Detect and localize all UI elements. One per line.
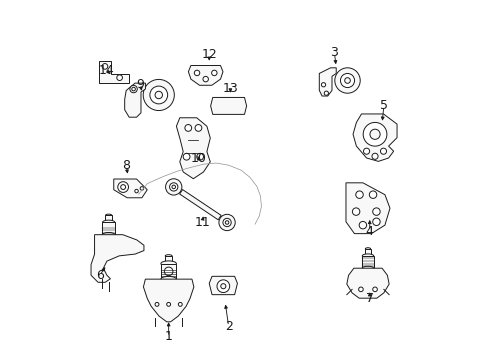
Bar: [161, 264, 176, 279]
Circle shape: [225, 221, 228, 224]
Ellipse shape: [102, 220, 115, 225]
Circle shape: [140, 186, 143, 190]
Circle shape: [135, 189, 138, 193]
Text: 12: 12: [201, 48, 217, 61]
Circle shape: [369, 129, 379, 139]
Circle shape: [368, 191, 376, 198]
Circle shape: [155, 302, 159, 306]
Circle shape: [132, 87, 135, 91]
Circle shape: [372, 218, 379, 225]
Text: 2: 2: [224, 320, 232, 333]
Circle shape: [372, 208, 379, 215]
Polygon shape: [179, 190, 221, 220]
Circle shape: [344, 78, 349, 83]
Ellipse shape: [362, 266, 373, 270]
Polygon shape: [176, 118, 210, 179]
Text: 5: 5: [379, 99, 387, 112]
Circle shape: [363, 148, 369, 154]
Circle shape: [221, 284, 225, 289]
Circle shape: [372, 287, 377, 292]
Text: 6: 6: [96, 269, 103, 282]
Circle shape: [117, 75, 122, 81]
Circle shape: [219, 214, 235, 231]
Circle shape: [155, 91, 162, 99]
Bar: [165, 256, 172, 264]
Text: 10: 10: [190, 152, 206, 165]
Circle shape: [164, 267, 173, 276]
Circle shape: [178, 302, 182, 306]
Bar: [102, 222, 115, 235]
Circle shape: [172, 185, 175, 189]
Circle shape: [363, 122, 386, 146]
Circle shape: [194, 70, 200, 76]
Circle shape: [196, 153, 203, 160]
Circle shape: [184, 125, 191, 131]
Polygon shape: [188, 66, 223, 85]
Polygon shape: [143, 279, 193, 322]
Polygon shape: [114, 179, 147, 198]
Text: 14: 14: [99, 64, 115, 77]
Ellipse shape: [362, 254, 373, 258]
Polygon shape: [346, 268, 388, 298]
Polygon shape: [345, 183, 389, 234]
Text: 7: 7: [365, 292, 373, 305]
Circle shape: [355, 191, 363, 198]
Polygon shape: [91, 235, 143, 282]
Circle shape: [321, 83, 325, 87]
Circle shape: [203, 76, 208, 82]
Text: 11: 11: [194, 216, 210, 229]
Text: 13: 13: [222, 82, 238, 95]
Ellipse shape: [165, 255, 172, 257]
Circle shape: [165, 179, 182, 195]
Polygon shape: [209, 276, 237, 294]
Circle shape: [130, 85, 137, 93]
Circle shape: [183, 153, 189, 160]
Polygon shape: [319, 68, 336, 96]
Circle shape: [352, 208, 359, 215]
Ellipse shape: [105, 214, 112, 216]
Circle shape: [340, 73, 354, 87]
Circle shape: [169, 183, 178, 191]
Polygon shape: [352, 114, 396, 161]
Circle shape: [143, 80, 174, 111]
Ellipse shape: [365, 248, 370, 250]
Circle shape: [102, 64, 107, 69]
Circle shape: [121, 185, 125, 189]
Circle shape: [359, 221, 366, 229]
Text: 1: 1: [164, 330, 172, 343]
Ellipse shape: [102, 233, 115, 237]
Circle shape: [150, 86, 167, 104]
Polygon shape: [210, 98, 246, 114]
Text: 4: 4: [365, 225, 373, 238]
Circle shape: [334, 68, 360, 93]
Bar: [365, 249, 370, 256]
Circle shape: [118, 182, 128, 192]
Circle shape: [223, 218, 231, 227]
Circle shape: [358, 287, 363, 292]
Ellipse shape: [161, 261, 176, 266]
Text: 8: 8: [122, 159, 130, 172]
Bar: [105, 215, 112, 222]
Circle shape: [324, 91, 328, 95]
Circle shape: [217, 280, 229, 293]
Circle shape: [380, 148, 386, 154]
Ellipse shape: [161, 276, 176, 282]
Circle shape: [211, 70, 217, 76]
Circle shape: [195, 125, 202, 131]
Text: 9: 9: [136, 78, 144, 91]
Circle shape: [371, 153, 377, 159]
Text: 3: 3: [330, 46, 338, 59]
Circle shape: [166, 302, 170, 306]
Bar: [362, 256, 373, 268]
Polygon shape: [99, 61, 128, 83]
Polygon shape: [124, 83, 145, 117]
